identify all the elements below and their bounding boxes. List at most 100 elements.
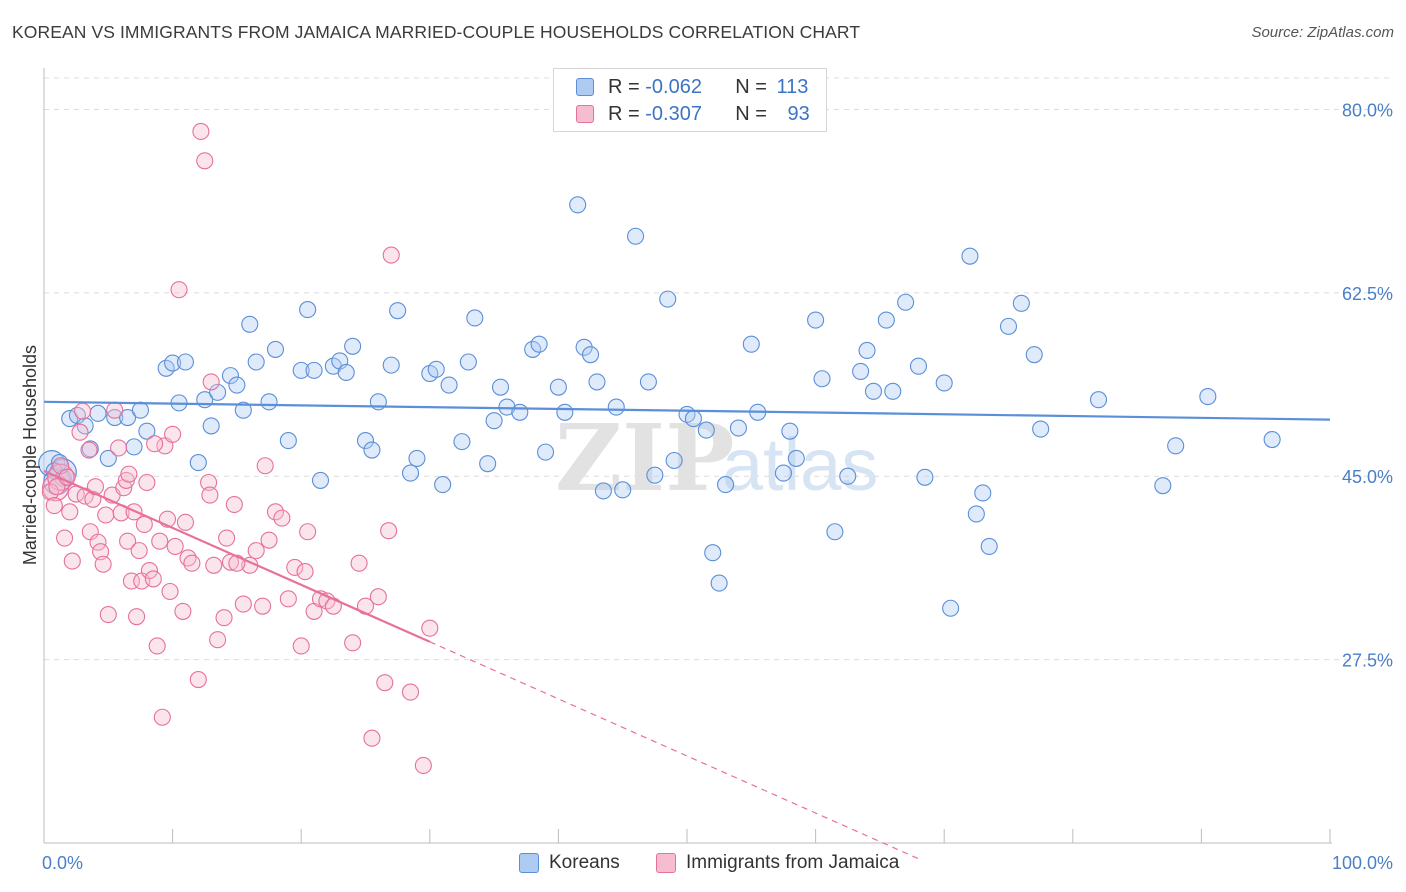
korean-point-27 (260, 393, 278, 411)
y-tick-label-0: 27.5% (1342, 651, 1393, 671)
watermark: ZIP atlas (555, 404, 878, 512)
jamaica-point-55 (209, 631, 227, 649)
korean-point-22 (221, 367, 240, 385)
y-tick-label-3: 80.0% (1342, 100, 1393, 120)
korean-point-38 (356, 432, 375, 450)
legend-swatch-jamaica (576, 105, 594, 123)
korean-point-30 (292, 361, 310, 379)
jamaica-point-59 (225, 495, 243, 514)
korean-point-67 (607, 398, 625, 416)
korean-point-52 (479, 455, 497, 473)
korean-point-94 (884, 382, 902, 400)
korean-point-61 (556, 403, 574, 421)
korean-point-54 (491, 378, 510, 396)
bottom-swatch-koreans (519, 853, 539, 873)
jamaica-point-68 (286, 558, 304, 576)
bottom-legend: Koreans Immigrants from Jamaica (0, 852, 1406, 878)
jamaica-point-9 (71, 423, 89, 441)
jamaica-point-84 (380, 522, 398, 540)
korean-point-48 (440, 376, 458, 394)
jamaica-point-78 (363, 729, 381, 747)
jamaica-point-56 (215, 609, 233, 627)
legend-n-value: 113 (776, 75, 809, 98)
korean-point-90 (852, 362, 870, 380)
korean-point-83 (774, 464, 793, 482)
legend-row-koreans: R = -0.062 N = 113 (554, 73, 808, 101)
korean-point-47 (434, 476, 452, 494)
korean-point-88 (826, 523, 844, 541)
watermark-zip: ZIP (555, 404, 734, 512)
axes (43, 68, 1332, 844)
korean-point-31 (299, 301, 317, 319)
legend-n-label: N = (735, 102, 773, 125)
jamaica-trend-line-extension (429, 641, 919, 860)
korean-point-65 (588, 373, 606, 391)
source-label: Source: ZipAtlas.com (1251, 24, 1394, 41)
jamaica-point-57 (218, 529, 236, 547)
korean-point-28 (266, 340, 285, 358)
korean-point-24 (234, 401, 252, 419)
korean-point-104 (999, 317, 1018, 335)
korean-point-10 (119, 408, 137, 427)
korean-point-100 (961, 247, 979, 265)
jamaica-point-76 (350, 554, 368, 572)
korean-point-76 (697, 421, 715, 439)
jamaica-point-12 (80, 441, 98, 459)
korean-point-109 (1154, 477, 1172, 495)
legend-n-value: 93 (787, 102, 810, 125)
korean-point-12 (138, 422, 156, 440)
korean-point-43 (401, 464, 420, 482)
jamaica-point-79 (376, 674, 394, 692)
legend-n-label: N = (735, 75, 773, 98)
legend-r-label: R = (608, 102, 646, 125)
bottom-label-jamaica: Immigrants from Jamaica (686, 852, 900, 873)
korean-point-41 (382, 356, 400, 374)
jamaica-point-63 (254, 597, 272, 615)
korean-point-8 (99, 449, 117, 467)
jamaica-point-81 (382, 246, 400, 264)
korean-point-50 (459, 353, 477, 371)
korean-point-39 (363, 441, 381, 459)
korean-point-44 (408, 449, 426, 467)
korean-point-86 (807, 311, 825, 329)
korean-point-87 (813, 370, 831, 388)
legend-r-value: -0.062 (645, 75, 702, 98)
korean-point-110 (1167, 437, 1185, 455)
korean-point-78 (710, 574, 728, 592)
korean-point-89 (839, 467, 857, 485)
korean-point-102 (974, 484, 992, 502)
jamaica-point-34 (138, 473, 156, 492)
y-tick-labels: 27.5% 45.0% 62.5% 80.0% (1342, 100, 1393, 670)
korean-point-79 (717, 476, 735, 494)
korean-point-56 (511, 403, 529, 421)
korean-point-105 (1012, 294, 1030, 312)
jamaica-point-27 (119, 532, 137, 550)
jamaica-point-66 (273, 509, 291, 527)
korean-point-6 (81, 440, 99, 458)
korean-point-49 (453, 433, 471, 451)
jamaica-point-17 (92, 543, 110, 561)
x-tick-label-0: 0.0% (42, 853, 83, 873)
bottom-swatch-jamaica (656, 853, 676, 873)
korean-point-51 (466, 309, 484, 327)
jamaica-point-62 (247, 542, 265, 560)
jamaica-point-10 (74, 402, 92, 420)
bottom-legend-koreans: Koreans (519, 852, 620, 874)
korean-point-11 (125, 438, 143, 456)
korean-point-58 (530, 335, 548, 353)
jamaica-point-54 (205, 556, 223, 574)
jamaica-point-23 (110, 439, 128, 457)
korean-point-97 (916, 468, 934, 486)
jamaica-point-47 (176, 513, 195, 531)
korean-points (38, 196, 1281, 617)
korean-point-101 (967, 505, 985, 523)
jamaica-point-1 (45, 497, 63, 515)
korean-point-7 (89, 404, 107, 422)
jamaica-point-70 (299, 523, 317, 541)
jamaica-point-92 (228, 554, 246, 572)
korean-point-32 (305, 361, 323, 379)
korean-point-23 (228, 376, 246, 394)
korean-point-64 (581, 346, 600, 364)
korean-point-17 (176, 353, 195, 371)
x-tick-label-1: 100.0% (1332, 853, 1393, 873)
